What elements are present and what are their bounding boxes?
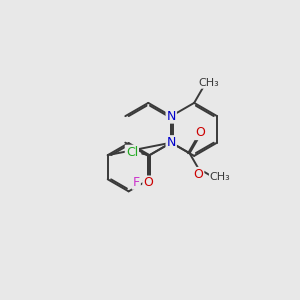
Text: O: O — [195, 126, 205, 139]
Text: CH₃: CH₃ — [199, 78, 219, 88]
Text: N: N — [167, 110, 176, 123]
Text: O: O — [194, 168, 203, 181]
Text: O: O — [143, 176, 153, 190]
Text: F: F — [133, 176, 140, 189]
Text: CH₃: CH₃ — [210, 172, 231, 182]
Text: Cl: Cl — [126, 146, 138, 159]
Text: N: N — [167, 136, 176, 149]
